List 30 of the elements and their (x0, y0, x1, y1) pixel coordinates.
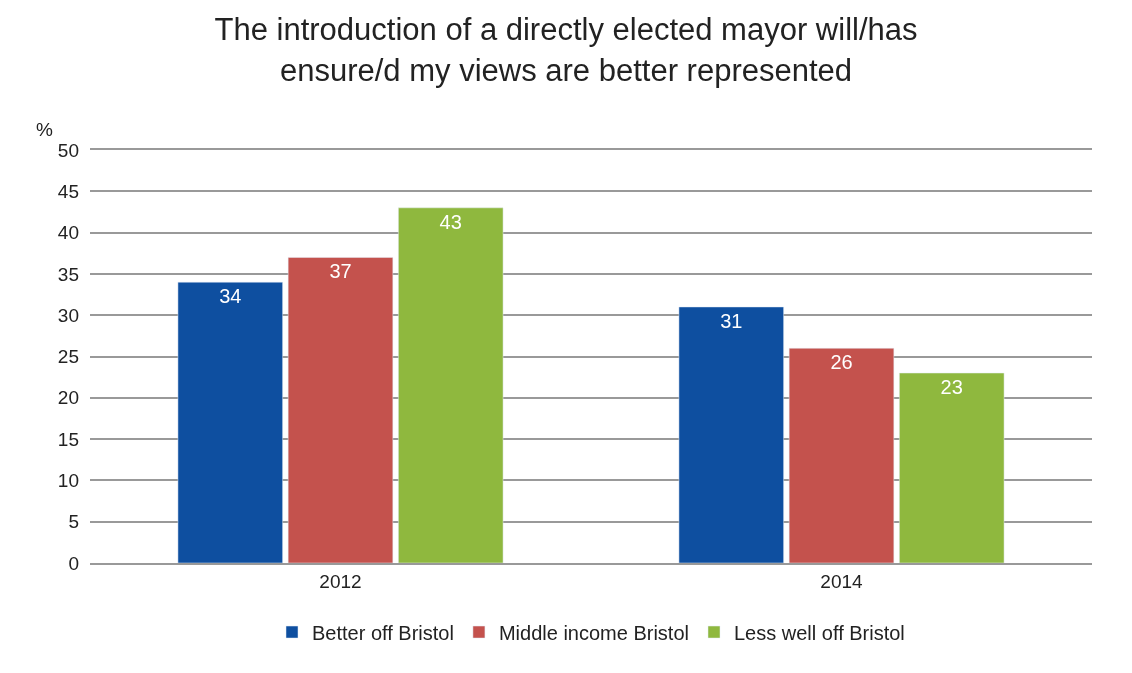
y-tick-label: 45 (57, 180, 79, 202)
data-label: 31 (720, 309, 743, 332)
data-label: 26 (830, 351, 853, 374)
data-label: 43 (439, 210, 462, 233)
bar (899, 372, 1005, 563)
y-tick-label: 50 (57, 139, 79, 161)
data-label: 34 (219, 285, 242, 308)
legend-label: Middle income Bristol (498, 621, 689, 644)
data-label: 37 (329, 260, 352, 283)
bar (788, 347, 895, 563)
y-tick-label: 25 (57, 346, 79, 368)
y-tick-label: 35 (57, 263, 79, 285)
x-tick-label: 2014 (820, 570, 864, 592)
y-tick-label: 5 (68, 511, 79, 533)
data-label: 23 (940, 376, 963, 399)
y-tick-label: 0 (68, 552, 79, 574)
y-tick-label: 40 (57, 222, 79, 244)
y-tick-label: 30 (57, 304, 79, 326)
y-tick-label: 10 (57, 470, 79, 492)
y-axis-title: % (36, 119, 53, 140)
bar (678, 306, 784, 563)
bar (177, 281, 283, 563)
legend-label: Better off Bristol (312, 621, 454, 644)
legend-label: Less well off Bristol (734, 621, 905, 644)
chart-title: The introduction of a directly elected mayor will/has ensure/d my views are better represented (214, 12, 918, 88)
bar (287, 257, 394, 563)
y-tick-label: 15 (57, 428, 79, 450)
y-tick-label: 20 (57, 387, 79, 409)
bar (398, 207, 504, 563)
x-tick-label: 2012 (319, 570, 362, 592)
